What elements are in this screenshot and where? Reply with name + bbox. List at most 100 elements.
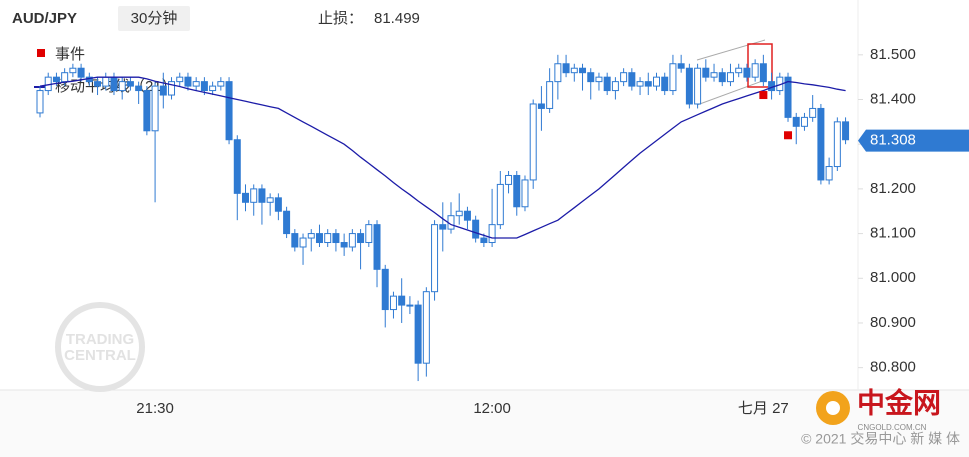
candle-body [644, 81, 652, 87]
candle-body [283, 210, 291, 235]
candle-body [340, 242, 348, 248]
candle-body [603, 76, 611, 92]
event-marker [784, 131, 793, 140]
candle-body [61, 72, 69, 83]
y-tick-label: 81.200 [870, 180, 916, 197]
candle-body [529, 103, 537, 181]
watermark: TRADING [66, 331, 134, 348]
candle-body [110, 76, 118, 92]
candle-body [718, 72, 726, 83]
candle-body [792, 116, 800, 127]
candle-body [496, 183, 504, 226]
candle-body [274, 197, 282, 212]
x-tick-label: 12:00 [473, 400, 511, 417]
candle-body [825, 166, 833, 181]
candle-body [159, 85, 167, 96]
candle-body [373, 224, 381, 270]
candle-body [332, 233, 340, 244]
candle-body [726, 72, 734, 83]
candle-body [480, 237, 488, 244]
candle-body [242, 192, 249, 203]
candle-body [587, 72, 595, 83]
stop-loss-label: 止损： [318, 10, 363, 27]
last-price-tag [858, 129, 969, 152]
pattern-line [696, 79, 766, 106]
candle-body [250, 188, 258, 203]
candle-body [176, 76, 184, 83]
candle-body [636, 81, 644, 87]
candle-body [299, 237, 307, 248]
candle-body [809, 107, 817, 118]
y-tick-label: 81.100 [870, 225, 916, 242]
highlight-box [747, 43, 773, 88]
candle-body [94, 81, 102, 87]
candle-body [151, 85, 159, 132]
candle-body [192, 81, 200, 87]
candle-body [422, 291, 430, 364]
x-axis-band [0, 390, 969, 457]
last-price-label: 81.308 [870, 132, 916, 149]
candle-body [833, 121, 841, 168]
candle-body [52, 76, 60, 83]
candle-body [653, 76, 660, 87]
candle-body [398, 295, 406, 306]
candle-body [743, 67, 751, 78]
candle-body [266, 197, 274, 203]
candle-body [513, 174, 521, 208]
legend-label: 事件 [55, 46, 85, 63]
watermark: CENTRAL [64, 347, 136, 364]
candle-body [579, 67, 587, 74]
candle-body [455, 210, 463, 217]
candle-body [143, 90, 151, 132]
candle-body [488, 224, 496, 244]
candle-body [135, 85, 143, 92]
candle-body [611, 81, 619, 92]
candle-body [628, 72, 636, 87]
y-tick-label: 80.800 [870, 359, 916, 376]
candle-body [406, 304, 414, 307]
candle-body [324, 233, 332, 244]
candle-body [431, 224, 439, 293]
candle-body [291, 233, 299, 248]
event-marker [759, 91, 768, 100]
y-tick-label: 81.400 [870, 90, 916, 107]
candle-body [759, 63, 767, 83]
candle-body [77, 67, 85, 78]
candle-body [315, 233, 323, 244]
candle-body [710, 72, 718, 78]
candle-body [537, 103, 545, 109]
y-tick-label: 81.000 [870, 269, 916, 286]
candle-body [258, 188, 266, 203]
candle-body [620, 72, 628, 83]
candle-body [348, 233, 356, 248]
candle-body [570, 67, 578, 74]
legend-event-swatch [37, 49, 45, 57]
logo-url: CNGOLD.COM.CN [858, 423, 927, 432]
candle-body [233, 139, 241, 194]
candle-body [217, 81, 225, 87]
y-tick-label: 81.500 [870, 46, 916, 63]
candle-body [168, 81, 176, 96]
stop-loss-value: 81.499 [374, 10, 420, 27]
watermark-ring [55, 302, 145, 392]
candle-body [694, 67, 702, 105]
candle-body [800, 116, 808, 127]
logo-text: 中金网 [857, 386, 941, 418]
candle-body [677, 63, 685, 69]
chart-title: AUD/JPY [12, 10, 77, 27]
candle-body [439, 224, 447, 230]
interval: 30分钟 [131, 10, 178, 27]
candle-body [184, 76, 192, 87]
interval-box [118, 6, 190, 31]
candle-body [842, 121, 850, 141]
candle-body [505, 174, 513, 185]
x-tick-label: 21:30 [136, 400, 174, 417]
y-tick-label: 80.900 [870, 314, 916, 331]
candle-body [36, 90, 44, 114]
candle-body [381, 268, 389, 311]
candle-body [357, 233, 365, 244]
x-tick-label: 七月 27 [738, 400, 789, 417]
candle-body [200, 81, 208, 92]
